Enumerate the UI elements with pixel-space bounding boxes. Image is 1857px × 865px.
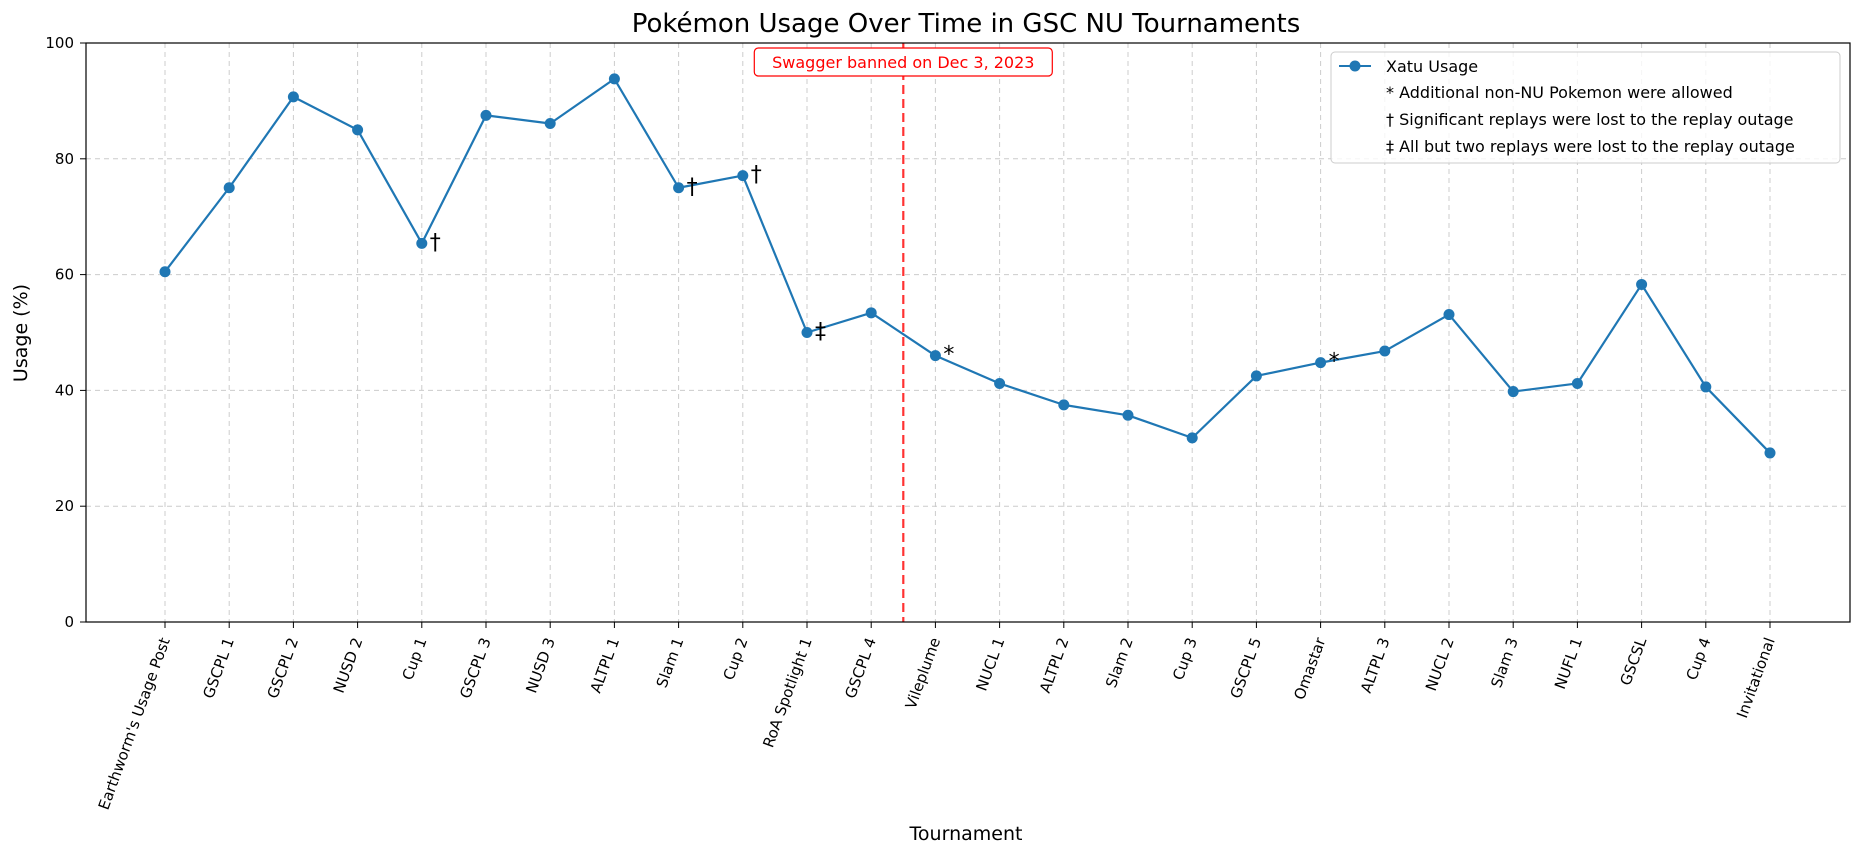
data-point bbox=[1058, 399, 1070, 411]
x-tick-label: Vileplume bbox=[902, 635, 944, 711]
point-note: † bbox=[687, 175, 698, 200]
x-tick-label: ALTPL 2 bbox=[1036, 635, 1073, 695]
data-point bbox=[1250, 370, 1262, 382]
x-tick-label: NUFL 1 bbox=[1551, 635, 1586, 691]
data-point bbox=[865, 307, 877, 319]
legend-note-2: † Significant replays were lost to the r… bbox=[1386, 110, 1794, 129]
x-tick-label: Slam 2 bbox=[1102, 635, 1137, 690]
x-tick-label: GSCPL 5 bbox=[1227, 635, 1266, 701]
data-point bbox=[1443, 309, 1455, 321]
x-tick-label: NUCL 1 bbox=[973, 635, 1009, 693]
data-point bbox=[1507, 386, 1519, 398]
legend-frame bbox=[1330, 51, 1841, 164]
event-label: Swagger banned on Dec 3, 2023 bbox=[772, 53, 1034, 72]
point-note: ‡ bbox=[815, 320, 826, 345]
x-tick-label: RoA Spotlight 1 bbox=[759, 635, 815, 750]
y-axis-ticks: 0 20 40 60 80 100 bbox=[45, 34, 86, 631]
x-tick-label: Invitational bbox=[1733, 635, 1779, 720]
grid-lines bbox=[86, 43, 1850, 622]
x-tick-label: GSCPL 1 bbox=[199, 635, 238, 701]
point-note: † bbox=[430, 230, 441, 255]
data-point bbox=[1186, 432, 1198, 444]
series-line bbox=[164, 77, 1771, 454]
data-point bbox=[673, 182, 685, 194]
data-point bbox=[1700, 381, 1712, 393]
data-point bbox=[544, 117, 556, 129]
x-tick-label: NUSD 2 bbox=[330, 635, 367, 695]
y-tick-label: 0 bbox=[64, 613, 74, 631]
x-tick-label: Cup 4 bbox=[1683, 635, 1715, 682]
legend-note-1: * Additional non-NU Pokemon were allowed bbox=[1386, 83, 1733, 102]
point-notes: † † † ‡ * * bbox=[430, 163, 1340, 375]
data-point bbox=[994, 377, 1006, 389]
x-tick-label: GSCPL 4 bbox=[841, 635, 880, 701]
x-tick-label: ALTPL 3 bbox=[1357, 635, 1394, 695]
y-tick-label: 100 bbox=[45, 34, 74, 52]
data-point bbox=[352, 124, 364, 136]
y-tick-label: 20 bbox=[55, 497, 74, 515]
data-point bbox=[416, 237, 428, 249]
x-tick-label: Cup 2 bbox=[720, 635, 752, 682]
x-tick-label: Omastar bbox=[1290, 634, 1329, 702]
data-point bbox=[1764, 447, 1776, 459]
y-tick-label: 40 bbox=[55, 381, 74, 399]
legend-series-label: Xatu Usage bbox=[1386, 57, 1478, 76]
x-tick-label: ALTPL 1 bbox=[587, 635, 624, 695]
data-point bbox=[801, 327, 813, 338]
x-tick-label: GSCPL 3 bbox=[456, 635, 495, 701]
point-note: * bbox=[943, 343, 954, 368]
legend-note-3: ‡ All but two replays were lost to the r… bbox=[1386, 137, 1795, 156]
legend-series-marker bbox=[1349, 60, 1361, 72]
event-label-box bbox=[753, 47, 1053, 77]
data-point bbox=[608, 73, 620, 85]
chart-title: Pokémon Usage Over Time in GSC NU Tourna… bbox=[632, 9, 1301, 39]
x-axis-title: Tournament bbox=[909, 823, 1023, 845]
x-tick-label: Slam 1 bbox=[653, 635, 688, 690]
x-tick-label: GSCPL 2 bbox=[264, 635, 303, 701]
x-tick-label: Cup 3 bbox=[1169, 635, 1201, 682]
data-point bbox=[1315, 357, 1327, 369]
data-point bbox=[1379, 345, 1391, 357]
plot-frame bbox=[85, 42, 1851, 623]
data-point bbox=[287, 91, 299, 103]
x-tick-label: NUCL 2 bbox=[1422, 635, 1458, 693]
data-point bbox=[159, 266, 171, 278]
series-xatu-usage bbox=[159, 73, 1776, 459]
data-point bbox=[737, 170, 749, 182]
x-tick-label: Earthworm's Usage Post bbox=[95, 635, 174, 812]
x-tick-label: GSCSL bbox=[1617, 635, 1651, 688]
y-axis-title: Usage (%) bbox=[10, 284, 32, 382]
point-note: † bbox=[751, 163, 762, 188]
data-point bbox=[1122, 409, 1134, 421]
point-note: * bbox=[1329, 350, 1340, 375]
event-line-group: Swagger banned on Dec 3, 2023 bbox=[753, 43, 1053, 622]
x-tick-label: Slam 3 bbox=[1487, 635, 1522, 690]
data-point bbox=[480, 109, 492, 121]
x-tick-label: NUSD 3 bbox=[522, 635, 559, 695]
y-tick-label: 60 bbox=[55, 266, 74, 284]
data-point bbox=[223, 182, 235, 194]
data-point bbox=[1571, 377, 1583, 389]
data-point bbox=[1636, 278, 1648, 290]
legend: Xatu Usage * Additional non-NU Pokemon w… bbox=[1330, 51, 1841, 164]
data-point bbox=[929, 350, 941, 362]
x-tick-label: Cup 1 bbox=[399, 635, 431, 682]
y-tick-label: 80 bbox=[55, 150, 74, 168]
x-axis-ticks: Earthworm's Usage Post GSCPL 1 GSCPL 2 NUSD… bbox=[95, 622, 1779, 812]
